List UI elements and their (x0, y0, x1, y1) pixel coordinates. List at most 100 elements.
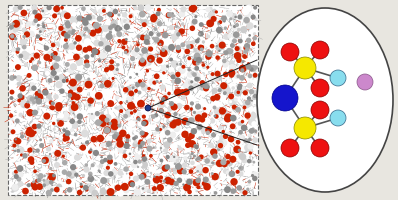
Circle shape (149, 24, 152, 26)
Circle shape (247, 140, 250, 143)
Circle shape (91, 109, 98, 117)
Circle shape (196, 185, 201, 189)
Circle shape (82, 128, 87, 133)
Circle shape (197, 45, 204, 51)
Circle shape (223, 33, 230, 40)
Circle shape (281, 139, 299, 157)
Circle shape (25, 35, 29, 39)
Circle shape (229, 55, 232, 58)
Circle shape (222, 186, 227, 190)
Circle shape (254, 17, 258, 21)
Circle shape (138, 116, 143, 121)
Circle shape (224, 113, 232, 120)
Circle shape (68, 93, 72, 98)
Circle shape (117, 124, 121, 128)
Circle shape (199, 117, 205, 123)
Circle shape (240, 189, 244, 194)
Circle shape (84, 38, 92, 46)
Circle shape (207, 22, 211, 25)
Circle shape (47, 84, 51, 89)
Circle shape (232, 33, 238, 39)
Circle shape (168, 44, 175, 51)
Circle shape (31, 154, 34, 158)
Circle shape (53, 152, 55, 154)
Circle shape (129, 153, 131, 155)
Circle shape (140, 13, 146, 19)
Circle shape (20, 134, 24, 139)
Circle shape (233, 31, 240, 38)
Circle shape (62, 155, 65, 158)
Circle shape (104, 114, 111, 121)
Circle shape (236, 85, 238, 87)
Circle shape (29, 16, 34, 22)
Circle shape (176, 103, 182, 109)
Circle shape (157, 21, 162, 27)
Circle shape (178, 66, 186, 74)
Circle shape (226, 48, 232, 54)
Circle shape (43, 70, 51, 78)
Circle shape (145, 109, 150, 114)
Circle shape (121, 39, 127, 45)
Circle shape (107, 122, 110, 125)
Circle shape (122, 41, 124, 43)
Circle shape (153, 118, 157, 122)
Circle shape (9, 113, 13, 118)
Circle shape (249, 151, 252, 155)
Circle shape (29, 100, 33, 104)
Circle shape (131, 162, 137, 168)
Circle shape (103, 49, 107, 53)
Circle shape (246, 38, 251, 43)
Circle shape (171, 103, 178, 111)
Circle shape (195, 104, 201, 110)
Circle shape (171, 33, 179, 41)
Circle shape (118, 148, 124, 153)
Circle shape (126, 150, 133, 157)
Circle shape (154, 131, 159, 136)
Circle shape (138, 79, 142, 84)
Circle shape (35, 127, 42, 133)
Circle shape (237, 28, 241, 32)
Circle shape (124, 49, 129, 54)
Circle shape (114, 36, 121, 42)
Circle shape (113, 132, 119, 137)
Circle shape (148, 118, 152, 122)
Circle shape (247, 182, 251, 186)
Circle shape (138, 160, 142, 164)
Circle shape (248, 180, 251, 183)
Circle shape (24, 134, 26, 136)
Circle shape (10, 135, 17, 141)
Circle shape (177, 167, 184, 174)
Circle shape (220, 159, 226, 165)
Circle shape (229, 64, 236, 71)
Circle shape (199, 154, 204, 159)
Circle shape (80, 185, 83, 188)
Circle shape (133, 160, 138, 164)
Circle shape (150, 172, 152, 174)
Circle shape (222, 61, 229, 68)
Circle shape (133, 109, 137, 113)
Circle shape (110, 24, 114, 28)
Circle shape (153, 186, 159, 193)
Circle shape (56, 41, 60, 46)
Circle shape (215, 71, 220, 77)
Circle shape (58, 74, 64, 81)
Circle shape (89, 174, 92, 178)
Circle shape (180, 42, 185, 47)
Circle shape (177, 178, 182, 183)
Circle shape (171, 80, 175, 83)
Circle shape (102, 9, 106, 13)
Circle shape (123, 143, 130, 149)
Circle shape (192, 138, 198, 144)
Circle shape (146, 53, 152, 60)
Circle shape (42, 159, 45, 163)
Circle shape (37, 148, 41, 152)
Circle shape (228, 136, 234, 142)
Circle shape (205, 84, 210, 89)
Circle shape (33, 10, 37, 15)
Circle shape (33, 131, 37, 134)
Circle shape (172, 119, 178, 125)
Circle shape (242, 158, 248, 163)
Circle shape (50, 65, 56, 71)
Circle shape (55, 45, 57, 47)
Circle shape (62, 79, 66, 83)
